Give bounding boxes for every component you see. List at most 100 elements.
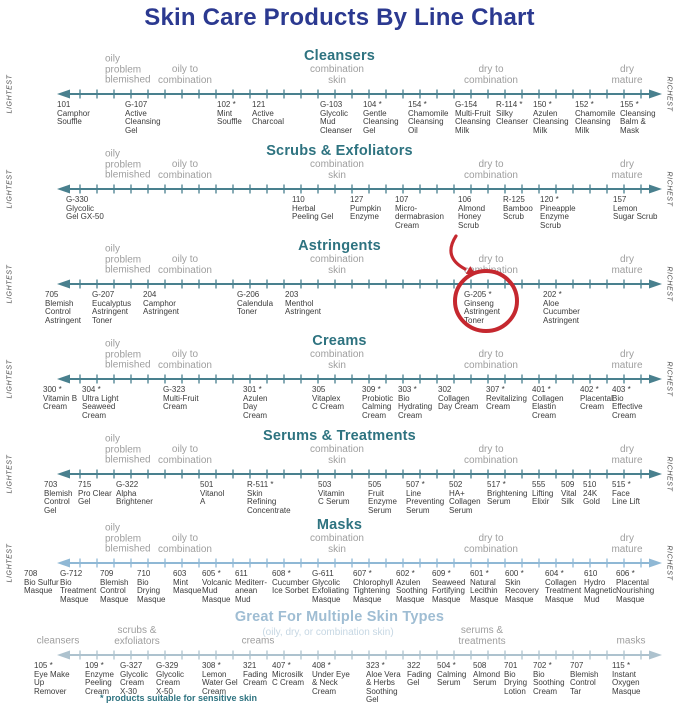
skin-zone-label-line: combination	[310, 349, 364, 360]
section-title: Serums & Treatments	[263, 428, 416, 444]
product-number: 104 *	[363, 100, 382, 109]
product-label: 600 * Skin Recovery Masque	[505, 569, 539, 604]
product-name-line: Collagen	[449, 497, 481, 507]
product-label: 301 * Azulen Day Cream	[243, 385, 267, 420]
product-label: 152 * Chamomile Cleansing Milk	[575, 100, 615, 135]
product-name-line: Azulen	[533, 108, 558, 118]
product-name-line: Gold	[583, 497, 600, 507]
product-name-line: Astringent	[45, 315, 82, 325]
product-label: 155 * Cleansing Balm & Mask	[620, 100, 656, 135]
skin-zone-label-line: dry to	[478, 444, 504, 455]
product-name-line: Cream	[362, 410, 387, 420]
product-number: R-114 *	[496, 100, 523, 109]
skin-zone-label-line: dry	[620, 444, 634, 455]
skin-zone-label-line: oily	[105, 338, 121, 350]
product-name-line: Elastin	[532, 402, 557, 412]
product-label: 302 Collagen Day Cream	[438, 385, 478, 412]
product-number: 157	[613, 195, 627, 204]
skin-zone-label-line: dry to	[478, 159, 504, 170]
product-label: 308 * Lemon Water Gel Cream	[202, 661, 238, 696]
product-label: 602 * Azulen Soothing Masque	[396, 569, 428, 604]
product-label: 204 Camphor Astringent	[143, 290, 179, 317]
skin-zone-label: dry to combination	[464, 533, 518, 555]
product-number: 507 *	[406, 480, 425, 489]
product-number: 305	[312, 385, 326, 394]
right-arrowhead-icon	[649, 469, 662, 479]
product-name-line: Cream	[312, 686, 337, 696]
richest-label: RICHEST	[665, 76, 673, 112]
product-name-line: & Herbs	[366, 678, 395, 688]
product-name-line: Charcoal	[252, 117, 285, 127]
skin-zone-label-line: combination	[310, 64, 364, 75]
skin-zone-label-line: problem	[105, 444, 142, 455]
product-number: 501	[200, 480, 214, 489]
product-name-line: Pineapple	[540, 203, 576, 213]
product-number: 600 *	[505, 569, 524, 578]
product-number: 302	[438, 385, 452, 394]
richest-label: RICHEST	[665, 171, 673, 207]
product-number: 401 *	[532, 385, 551, 394]
product-number: 607 *	[353, 569, 372, 578]
product-name-line: Chamomile	[408, 108, 449, 118]
product-number: 322	[407, 661, 421, 670]
product-label: R-511 * Skin Refining Concentrate	[247, 480, 291, 515]
product-name-line: Bio	[533, 669, 545, 679]
product-number: 321	[243, 661, 257, 670]
skin-zone-label-line: oily	[105, 522, 121, 534]
product-number: 508	[473, 661, 487, 670]
product-label: 555 Lifting Elixir	[532, 480, 553, 507]
product-name-line: Cleansing	[455, 117, 491, 127]
product-label: 304 * Ultra Light Seaweed Cream	[82, 385, 118, 420]
product-label: G-712 Bio Treatment Masque	[60, 569, 97, 604]
skin-zone-label-line: combination	[158, 264, 212, 276]
product-label: 120 * Pineapple Enzyme Scrub	[540, 195, 576, 230]
product-name-line: Brightening	[487, 488, 528, 498]
product-label: 505 Fruit Enzyme Serum	[368, 480, 397, 515]
skin-zone-label-line: skin	[328, 454, 346, 466]
product-name-line: Camphor	[143, 298, 176, 308]
product-name-line: Line	[406, 488, 422, 498]
product-name-line: Toner	[237, 307, 258, 317]
product-name-line: Recovery	[505, 586, 539, 596]
product-label: 408 * Under Eye & Neck Cream	[312, 661, 350, 696]
product-name-line: Milk	[533, 125, 548, 135]
product-number: G-712	[60, 569, 83, 578]
product-name-line: Pumpkin	[350, 203, 382, 213]
product-name-line: Oil	[408, 125, 418, 135]
product-label: G-329 Glycolic Cream X-50	[156, 661, 184, 696]
product-number: G-206	[237, 290, 260, 299]
product-name-line: Gel GX-50	[66, 212, 104, 222]
skin-zone-label: oily problem blemished	[105, 54, 151, 87]
product-name-line: Lecithin	[470, 586, 498, 596]
product-number: 505	[368, 480, 382, 489]
skin-zone-label-line: combination	[158, 454, 212, 466]
product-label: 105 * Eye Make Up Remover	[34, 661, 70, 696]
product-name-line: Water Gel	[202, 678, 238, 688]
product-name-line: Cream	[533, 686, 558, 696]
product-name-line: Bio	[137, 577, 149, 587]
section-title: Scrubs & Exfoliators	[266, 143, 413, 159]
product-label: 607 * Chlorophyll Tightening Masque	[353, 569, 393, 604]
skin-zone-label: scrubs & exfoliators	[114, 625, 160, 647]
page-title: Skin Care Products By Line Chart	[144, 4, 535, 31]
product-name-line: X-30	[120, 686, 137, 696]
skin-zone-label-line: blemished	[105, 454, 151, 466]
section-creams: Creams oily problem blemished oily to combina…	[0, 330, 679, 426]
left-arrowhead-icon	[57, 650, 70, 660]
product-number: 703	[44, 480, 58, 489]
product-name-line: Seaweed	[82, 402, 116, 412]
product-name-line: Refining	[247, 497, 277, 507]
skin-zone-label-line: mature	[611, 543, 643, 555]
product-number: 402 *	[580, 385, 599, 394]
lightest-to-richest-scale-line	[57, 650, 662, 660]
product-name-line: Lemon	[613, 203, 638, 213]
product-name-line: Toner	[92, 315, 113, 325]
product-number: 710	[137, 569, 151, 578]
product-name-line: Treatment	[60, 586, 97, 596]
skin-zone-label: oily problem blemished	[105, 338, 151, 372]
product-number: 609 *	[432, 569, 451, 578]
product-label: G-107 Active Cleansing Gel	[125, 100, 161, 135]
product-name-line: Gel	[125, 125, 138, 135]
product-label: 508 Almond Serum	[473, 661, 500, 688]
skin-zone-label-line: dry	[620, 533, 634, 544]
